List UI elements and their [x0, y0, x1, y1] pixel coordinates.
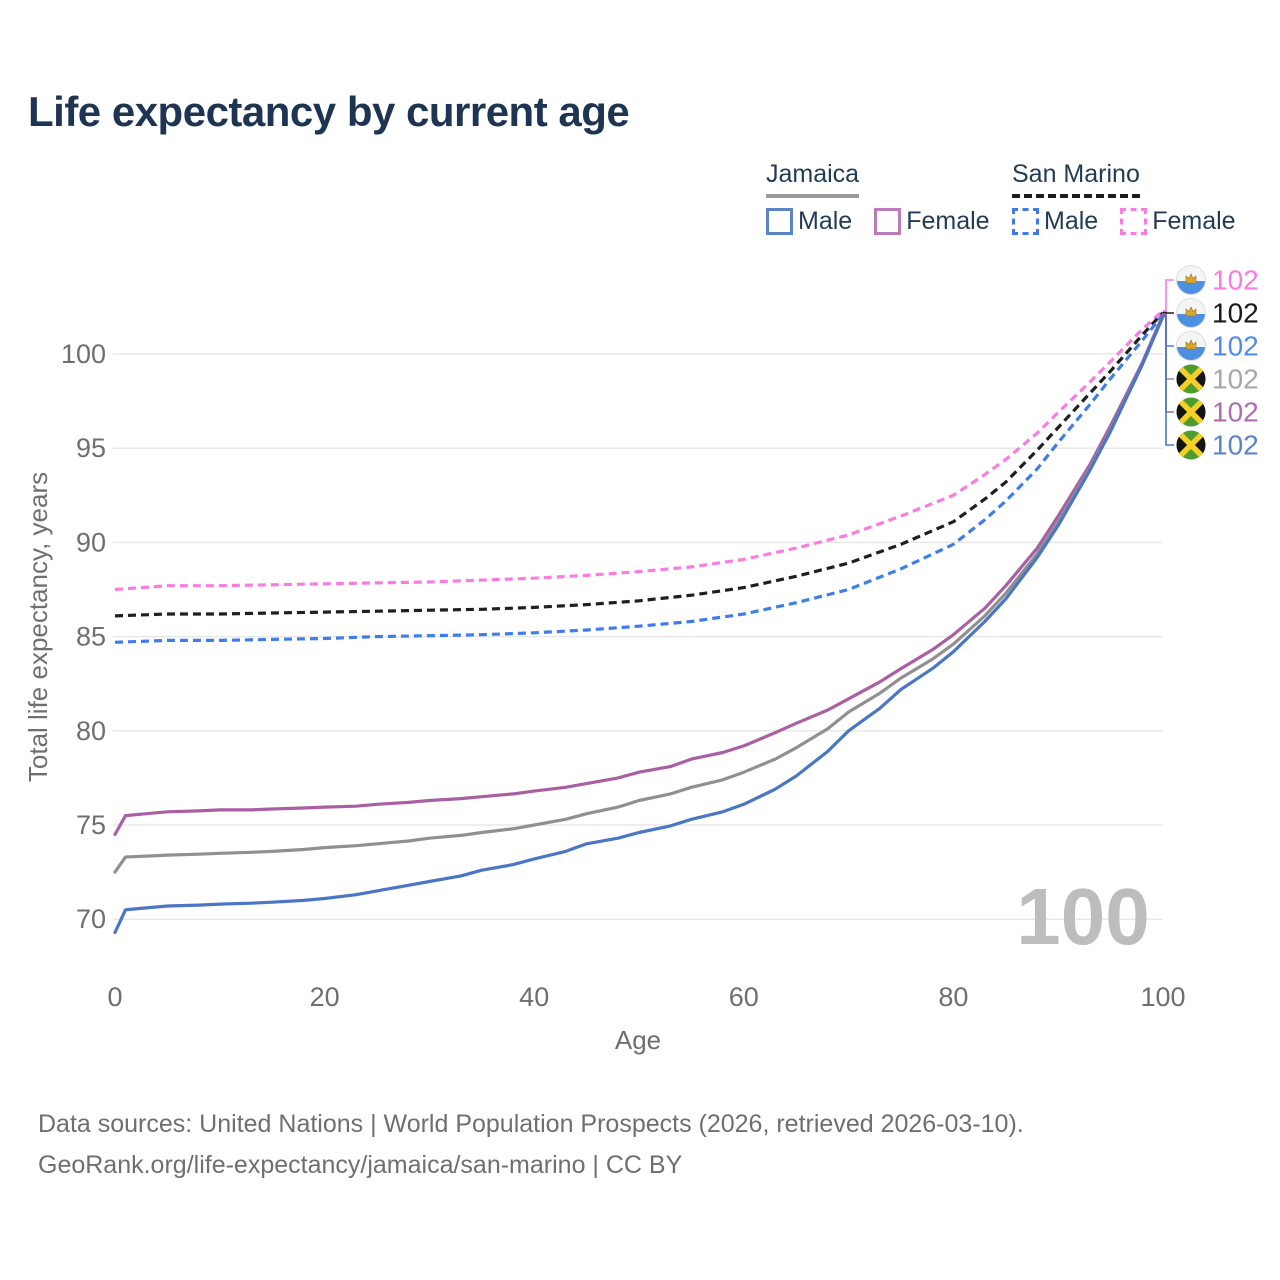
end-label-jm-both[interactable]: 102: [1176, 364, 1259, 395]
legend-item-jamaica-male[interactable]: Male: [766, 207, 852, 236]
y-tick-label: 85: [76, 622, 106, 652]
legend-group-jamaica: Jamaica Male Female: [766, 160, 1012, 236]
end-label-leader-line: [1163, 315, 1174, 446]
x-axis-title: Age: [615, 1025, 661, 1055]
san-marino-male-swatch-icon[interactable]: [1012, 208, 1039, 235]
end-label-leader-line: [1163, 279, 1174, 312]
legend-group-san-marino: San Marino Male Female: [1012, 160, 1258, 236]
axis-labels: 70 75 80 85 90 95 100 0 20 40 60 80 100 Age Total life…: [23, 339, 1186, 1055]
x-tick-label: 40: [519, 982, 549, 1012]
end-label-value: 102: [1212, 397, 1259, 428]
x-tick-label: 100: [1140, 982, 1185, 1012]
san-marino-flag-icon: [1176, 298, 1206, 328]
footer-url-line: GeoRank.org/life-expectancy/jamaica/san-…: [38, 1151, 683, 1179]
footer-sources-line: Data sources: United Nations | World Pop…: [38, 1110, 1024, 1138]
end-label-leader-line: [1163, 313, 1174, 347]
x-tick-label: 0: [107, 982, 122, 1012]
age-watermark: 100: [1016, 872, 1149, 961]
end-label-jm-female[interactable]: 102: [1176, 397, 1259, 428]
x-tick-label: 60: [729, 982, 759, 1012]
end-label-value: 102: [1212, 430, 1259, 461]
end-label-value: 102: [1212, 364, 1259, 395]
gridlines: [113, 353, 1163, 920]
end-label-leader-line: [1163, 313, 1174, 413]
page-title: Life expectancy by current age: [28, 88, 630, 135]
end-label-value: 102: [1212, 265, 1259, 296]
legend-country-san-marino: San Marino: [1012, 160, 1140, 198]
end-label-value: 102: [1212, 331, 1259, 362]
end-label-sm-female[interactable]: 102: [1176, 265, 1259, 296]
legend-item-san-marino-male[interactable]: Male: [1012, 207, 1098, 236]
jamaica-male-swatch-icon[interactable]: [766, 208, 793, 235]
y-tick-label: 95: [76, 433, 106, 463]
y-tick-label: 80: [76, 716, 106, 746]
end-label-leader-line: [1163, 315, 1174, 380]
footer: Data sources: United Nations | World Pop…: [38, 1104, 1024, 1186]
series-line-jm-female[interactable]: [113, 312, 1165, 836]
jamaica-flag-icon: [1176, 364, 1206, 394]
end-label-sm-both[interactable]: 102: [1176, 298, 1259, 329]
san-marino-flag-icon: [1176, 265, 1206, 295]
y-tick-label: 75: [76, 810, 106, 840]
x-tick-label: 20: [310, 982, 340, 1012]
san-marino-female-swatch-icon[interactable]: [1120, 208, 1148, 235]
jamaica-flag-icon: [1176, 430, 1206, 460]
x-tick-label: 80: [938, 982, 968, 1012]
legend-label: Male: [798, 207, 853, 235]
legend-country-jamaica: Jamaica: [766, 160, 860, 198]
y-tick-label: 90: [76, 527, 106, 557]
series-line-sm-both[interactable]: [114, 311, 1165, 618]
legend-item-jamaica-female[interactable]: Female: [874, 207, 990, 236]
jamaica-female-swatch-icon[interactable]: [874, 208, 902, 235]
end-label-sm-male[interactable]: 102: [1176, 331, 1259, 362]
y-tick-label: 100: [61, 339, 106, 369]
series-line-jm-male[interactable]: [113, 314, 1165, 934]
legend-label: Female: [1152, 207, 1236, 235]
end-label-value: 102: [1212, 298, 1259, 329]
legend-label: Male: [1044, 207, 1099, 235]
series-line-sm-male[interactable]: [114, 313, 1165, 644]
legend-label: Female: [906, 207, 990, 235]
san-marino-flag-icon: [1176, 331, 1206, 361]
end-label-jm-male[interactable]: 102: [1176, 430, 1259, 461]
legend-item-san-marino-female[interactable]: Female: [1120, 207, 1236, 236]
y-axis-title: Total life expectancy, years: [23, 472, 53, 782]
series-line-sm-female[interactable]: [114, 309, 1165, 592]
jamaica-flag-icon: [1176, 397, 1206, 427]
y-tick-label: 70: [76, 904, 106, 934]
series-line-jm-both[interactable]: [113, 314, 1165, 874]
